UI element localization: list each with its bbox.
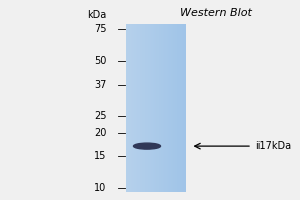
Text: 20: 20 [94, 128, 106, 138]
Text: 15: 15 [94, 151, 106, 161]
Text: Western Blot: Western Blot [180, 8, 252, 18]
Text: 75: 75 [94, 24, 106, 34]
Text: 10: 10 [94, 183, 106, 193]
Text: ⅱ17kDa: ⅱ17kDa [255, 141, 291, 151]
Text: 37: 37 [94, 80, 106, 90]
Text: 50: 50 [94, 56, 106, 66]
Ellipse shape [134, 143, 160, 149]
Text: kDa: kDa [87, 10, 106, 20]
Text: 25: 25 [94, 111, 106, 121]
